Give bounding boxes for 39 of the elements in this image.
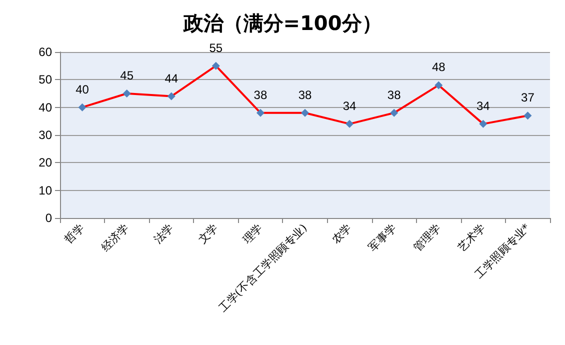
data-label: 55 (209, 40, 223, 55)
data-label: 45 (120, 68, 134, 82)
y-tick-label: 40 (38, 100, 52, 114)
point (301, 108, 309, 117)
x-tick-label: 理学 (240, 221, 266, 246)
data-label: 44 (164, 71, 178, 86)
x-tick-label: 管理学 (410, 221, 444, 254)
point (434, 81, 443, 90)
data-label: 48 (432, 60, 446, 74)
x-tick-label: 军事学 (366, 221, 399, 254)
x-tick-label: 艺术学 (455, 221, 488, 254)
point (78, 103, 86, 112)
point (346, 120, 354, 128)
point (167, 92, 176, 100)
data-label: 34 (342, 98, 357, 113)
data-label: 38 (387, 88, 402, 102)
data-label: 34 (476, 98, 490, 113)
x-tick-label: 经济学 (98, 221, 132, 254)
y-tick-label: 50 (38, 72, 52, 87)
data-label: 40 (76, 82, 90, 96)
data-label: 38 (298, 88, 312, 102)
y-tick-label: 60 (38, 45, 52, 59)
x-tick-label: 哲学 (62, 221, 87, 246)
chart-title: 政治（满分=100分） (182, 11, 382, 35)
point (390, 108, 398, 117)
point (524, 112, 532, 120)
point (122, 90, 131, 98)
data-label: 38 (254, 88, 268, 102)
data-label: 37 (521, 90, 535, 105)
point (479, 120, 488, 128)
y-tick-label: 10 (38, 183, 52, 198)
x-tick-label: 法学 (151, 221, 176, 246)
x-tick-label: 农学 (329, 221, 354, 246)
y-tick-label: 20 (38, 156, 52, 170)
x-tick-label: 文学 (196, 221, 221, 246)
point (256, 108, 264, 117)
y-tick-label: 0 (45, 211, 52, 225)
y-tick-label: 30 (38, 128, 52, 142)
point (212, 62, 220, 70)
